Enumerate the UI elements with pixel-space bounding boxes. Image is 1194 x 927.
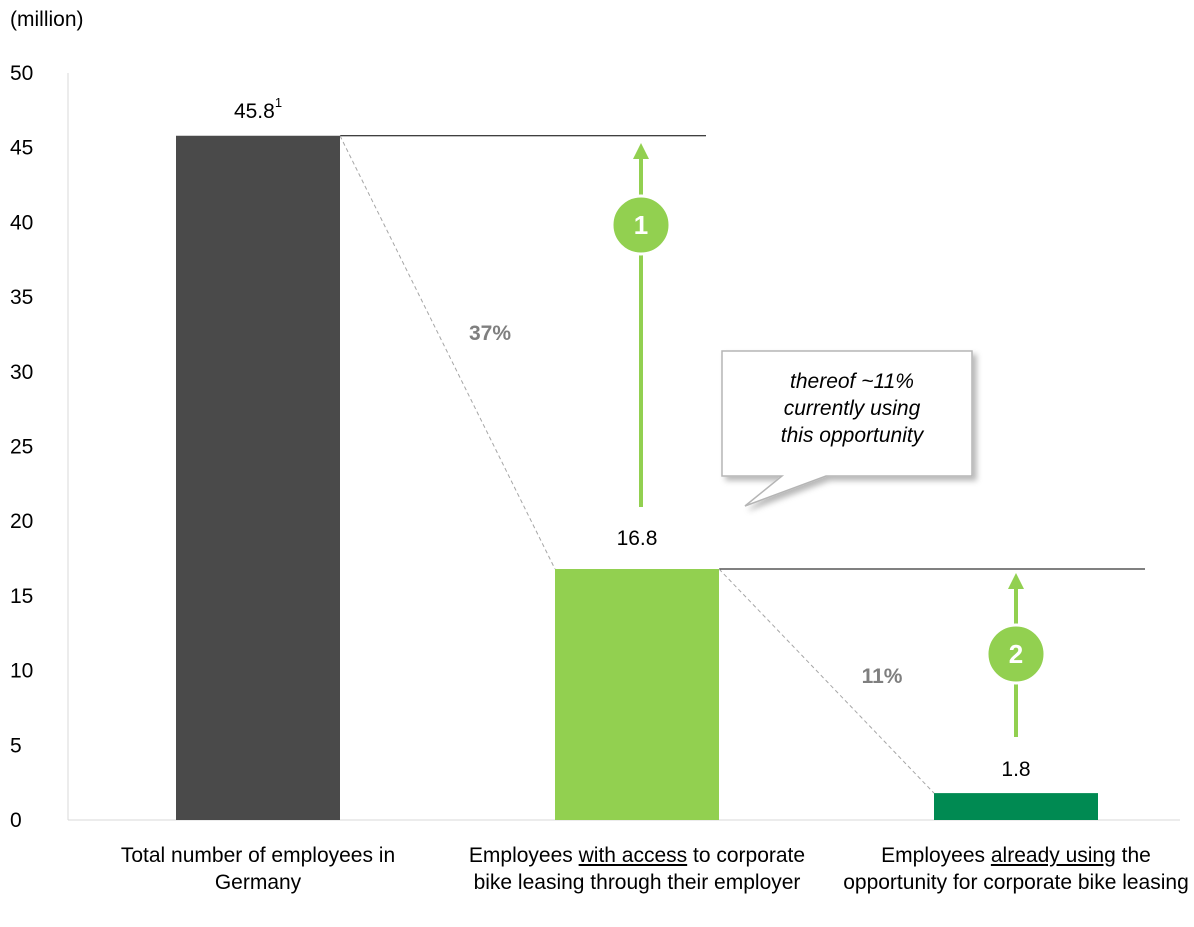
label-text: Employees <box>468 844 579 867</box>
underlined-text: already using <box>990 844 1116 867</box>
y-tick-label: 35 <box>10 286 33 309</box>
bar-1 <box>176 135 340 821</box>
y-tick-label: 20 <box>10 510 33 533</box>
x-category-label: Total number of employees in Germany <box>78 842 438 896</box>
footnote-marker: 1 <box>275 95 282 110</box>
x-category-label: Employees already using the opportunity … <box>836 842 1194 896</box>
x-category-label: Employees with access to corporate bike … <box>457 842 817 896</box>
y-tick-label: 0 <box>10 809 22 832</box>
arrow-head <box>633 143 649 159</box>
ratio-label: 11% <box>862 665 903 688</box>
marker-circle <box>610 194 672 256</box>
arrow-head <box>1008 573 1024 589</box>
label-text: the opportunity for corporate bike leasi… <box>843 844 1189 894</box>
label-text: Employees <box>881 844 991 867</box>
y-tick-label: 5 <box>10 734 22 757</box>
marker-number: 2 <box>1009 639 1023 669</box>
y-tick-label: 10 <box>10 660 33 683</box>
value-label: 45.81 <box>234 95 282 123</box>
y-tick-label: 40 <box>10 211 33 234</box>
callout-line: thereof ~11% <box>790 370 914 393</box>
bar-2 <box>555 569 719 820</box>
y-tick-label: 45 <box>10 137 33 160</box>
underlined-text: with access <box>578 844 688 867</box>
unit-label: (million) <box>10 8 84 31</box>
marker-number: 1 <box>634 210 648 240</box>
y-tick-label: 25 <box>10 436 33 459</box>
y-tick-label: 50 <box>10 62 33 85</box>
callout-box <box>721 350 973 507</box>
y-tick-label: 30 <box>10 361 33 384</box>
value-label: 16.8 <box>617 527 658 550</box>
callout-text: thereof ~11% currently using this opport… <box>732 368 972 449</box>
callout-line: currently using <box>783 397 921 420</box>
connector-1 <box>339 135 556 570</box>
y-tick-label: 15 <box>10 585 33 608</box>
bar-3 <box>934 793 1098 820</box>
connector-2 <box>718 568 935 794</box>
marker-circle <box>985 623 1047 685</box>
value-label: 1.8 <box>1001 758 1030 781</box>
label-text: to corporate bike leasing through their … <box>473 844 806 894</box>
callout-line: this opportunity <box>780 424 924 447</box>
ratio-label: 37% <box>469 322 511 345</box>
label-text: Total number of employees in Germany <box>120 844 396 894</box>
